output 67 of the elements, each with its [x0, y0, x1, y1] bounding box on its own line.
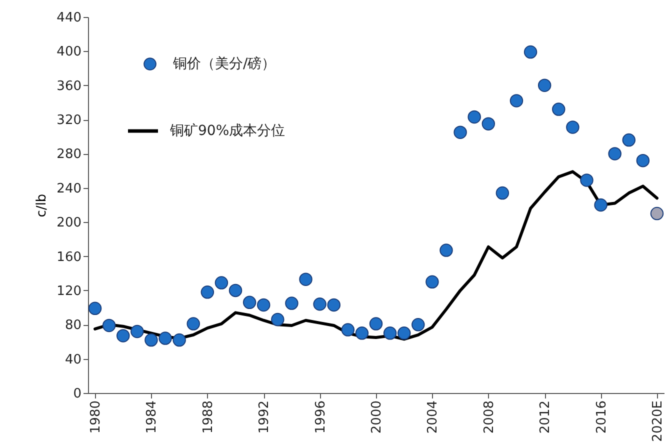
y-tick-label: 80	[64, 318, 82, 334]
point	[144, 333, 158, 347]
x-tick-label: 1996	[313, 400, 328, 434]
y-tick-label: 360	[56, 78, 82, 94]
point	[130, 324, 144, 338]
x-tick-label: 1992	[257, 400, 272, 434]
y-tick-label: 440	[56, 10, 82, 26]
point	[228, 284, 242, 298]
y-tick-label: 0	[73, 386, 82, 402]
point	[242, 296, 256, 310]
point	[468, 110, 481, 124]
point	[200, 286, 214, 299]
point	[355, 326, 369, 340]
point	[369, 317, 383, 330]
point	[172, 333, 186, 347]
point	[454, 126, 467, 139]
point	[285, 296, 298, 310]
point	[299, 272, 312, 286]
point	[636, 154, 650, 168]
point	[341, 323, 355, 336]
x-tick-label: 2004	[426, 400, 441, 434]
point	[650, 206, 664, 220]
x-tick-label: 2008	[482, 400, 497, 434]
point	[608, 147, 622, 160]
point	[524, 45, 538, 59]
point	[552, 102, 566, 116]
point	[426, 275, 439, 289]
x-tick-label: 1984	[144, 400, 160, 434]
point	[482, 117, 496, 130]
point	[214, 276, 228, 290]
y-axis-title: c/lb	[34, 194, 50, 218]
x-tick-label: 2020E	[650, 400, 666, 442]
point	[622, 133, 636, 147]
point	[510, 94, 524, 108]
point	[116, 329, 130, 342]
y-tick-label: 280	[56, 147, 82, 162]
point	[313, 298, 326, 311]
point	[440, 244, 453, 257]
legend-label: 铜价（美分/磅）	[172, 56, 276, 72]
point	[496, 186, 510, 200]
x-tick-label: 2000	[370, 400, 384, 434]
point	[102, 318, 116, 332]
y-tick-label: 240	[56, 181, 82, 196]
x-tick-label: 1988	[200, 400, 216, 434]
point	[594, 198, 608, 212]
point	[538, 78, 552, 92]
point	[327, 298, 340, 312]
point	[158, 332, 172, 345]
x-tick-label: 2016	[594, 400, 610, 434]
y-tick-label: 120	[56, 284, 82, 299]
point	[271, 312, 284, 326]
point	[412, 318, 425, 332]
y-tick-label: 200	[56, 216, 82, 231]
point	[383, 326, 397, 340]
point	[580, 174, 594, 187]
x-tick-label: 2012	[538, 400, 554, 434]
y-tick-label: 400	[56, 44, 82, 60]
y-tick-label: 160	[56, 250, 82, 265]
y-tick-label: 40	[64, 352, 82, 368]
y-tick-label: 320	[56, 113, 82, 128]
point	[566, 120, 580, 134]
legend-label: 铜矿90%成本分位	[169, 123, 286, 139]
point	[397, 326, 411, 340]
point	[256, 298, 270, 312]
point	[186, 317, 200, 330]
x-tick-label: 1980	[88, 400, 104, 434]
point	[88, 302, 102, 316]
